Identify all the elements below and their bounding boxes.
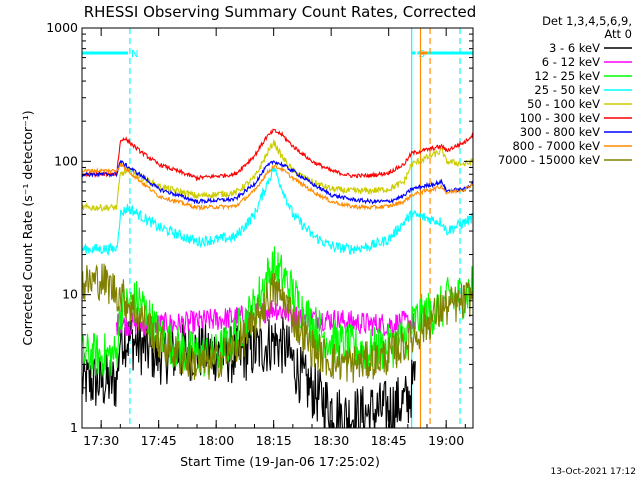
x-tick-label-5: 18:45: [371, 433, 407, 448]
y-tick-label-1: 10: [62, 287, 78, 302]
x-tick-label-6: 19:00: [428, 433, 464, 448]
legend-label-6: 300 - 800 keV: [520, 125, 600, 139]
legend-label-4: 50 - 100 keV: [527, 97, 600, 111]
x-tick-label-1: 17:45: [141, 433, 177, 448]
legend-label-7: 800 - 7000 keV: [512, 139, 600, 153]
series-line-1: [115, 300, 416, 337]
y-tick-label-2: 100: [54, 153, 78, 168]
x-axis-label: Start Time (19-Jan-06 17:25:02): [180, 454, 380, 469]
x-tick-label-0: 17:30: [83, 433, 119, 448]
legend-label-1: 6 - 12 keV: [542, 55, 600, 69]
series-line-7: [82, 162, 473, 212]
legend-header-line-1: Det 1,3,4,5,6,9,: [542, 14, 632, 28]
flags-layer: NS: [82, 49, 473, 60]
y-axis-ticks: 1 10 100 1000: [46, 20, 473, 435]
legend-label-5: 100 - 300 keV: [520, 111, 600, 125]
x-axis-ticks: 17:30 17:45 18:00 18:15 18:30 18:45 19:00: [81, 28, 466, 448]
plot-frame: [81, 27, 474, 429]
flag-label-0: N: [131, 49, 138, 60]
footer-timestamp: 13-Oct-2021 17:12: [551, 467, 636, 477]
y-tick-label-0: 1: [70, 420, 78, 435]
x-tick-label-4: 18:30: [313, 433, 349, 448]
y-tick-label-3: 1000: [46, 20, 78, 35]
series-line-5: [82, 128, 473, 182]
plot-area: NS: [82, 28, 473, 428]
series-layer: [82, 128, 473, 428]
legend-header-line-2: Att 0: [604, 27, 632, 41]
series-line-0: [82, 308, 416, 428]
series-line-8: [82, 263, 473, 383]
legend-label-3: 25 - 50 keV: [534, 83, 600, 97]
x-tick-label-3: 18:15: [256, 433, 292, 448]
series-line-3: [82, 166, 473, 257]
legend-label-8: 7000 - 15000 keV: [498, 153, 600, 167]
chart-title: RHESSI Observing Summary Count Rates, Co…: [84, 3, 477, 21]
y-axis-label: Corrected Count Rate (s⁻¹ detector⁻¹): [20, 110, 35, 345]
series-line-6: [82, 159, 473, 205]
legend-label-0: 3 - 6 keV: [549, 41, 600, 55]
x-tick-label-2: 18:00: [198, 433, 234, 448]
legend-header: Det 1,3,4,5,6,9, Att 0: [542, 14, 632, 41]
legend-label-2: 12 - 25 keV: [534, 69, 600, 83]
